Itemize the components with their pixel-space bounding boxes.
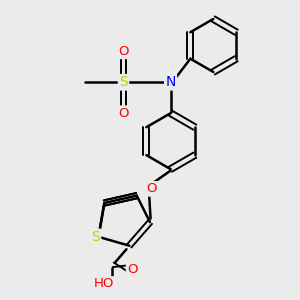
Text: O: O (146, 182, 157, 195)
Text: O: O (127, 263, 138, 276)
Text: O: O (118, 107, 129, 120)
Text: S: S (119, 75, 128, 89)
Text: N: N (165, 75, 176, 89)
Text: HO: HO (94, 278, 115, 290)
Text: S: S (91, 230, 100, 244)
Text: O: O (118, 45, 129, 58)
